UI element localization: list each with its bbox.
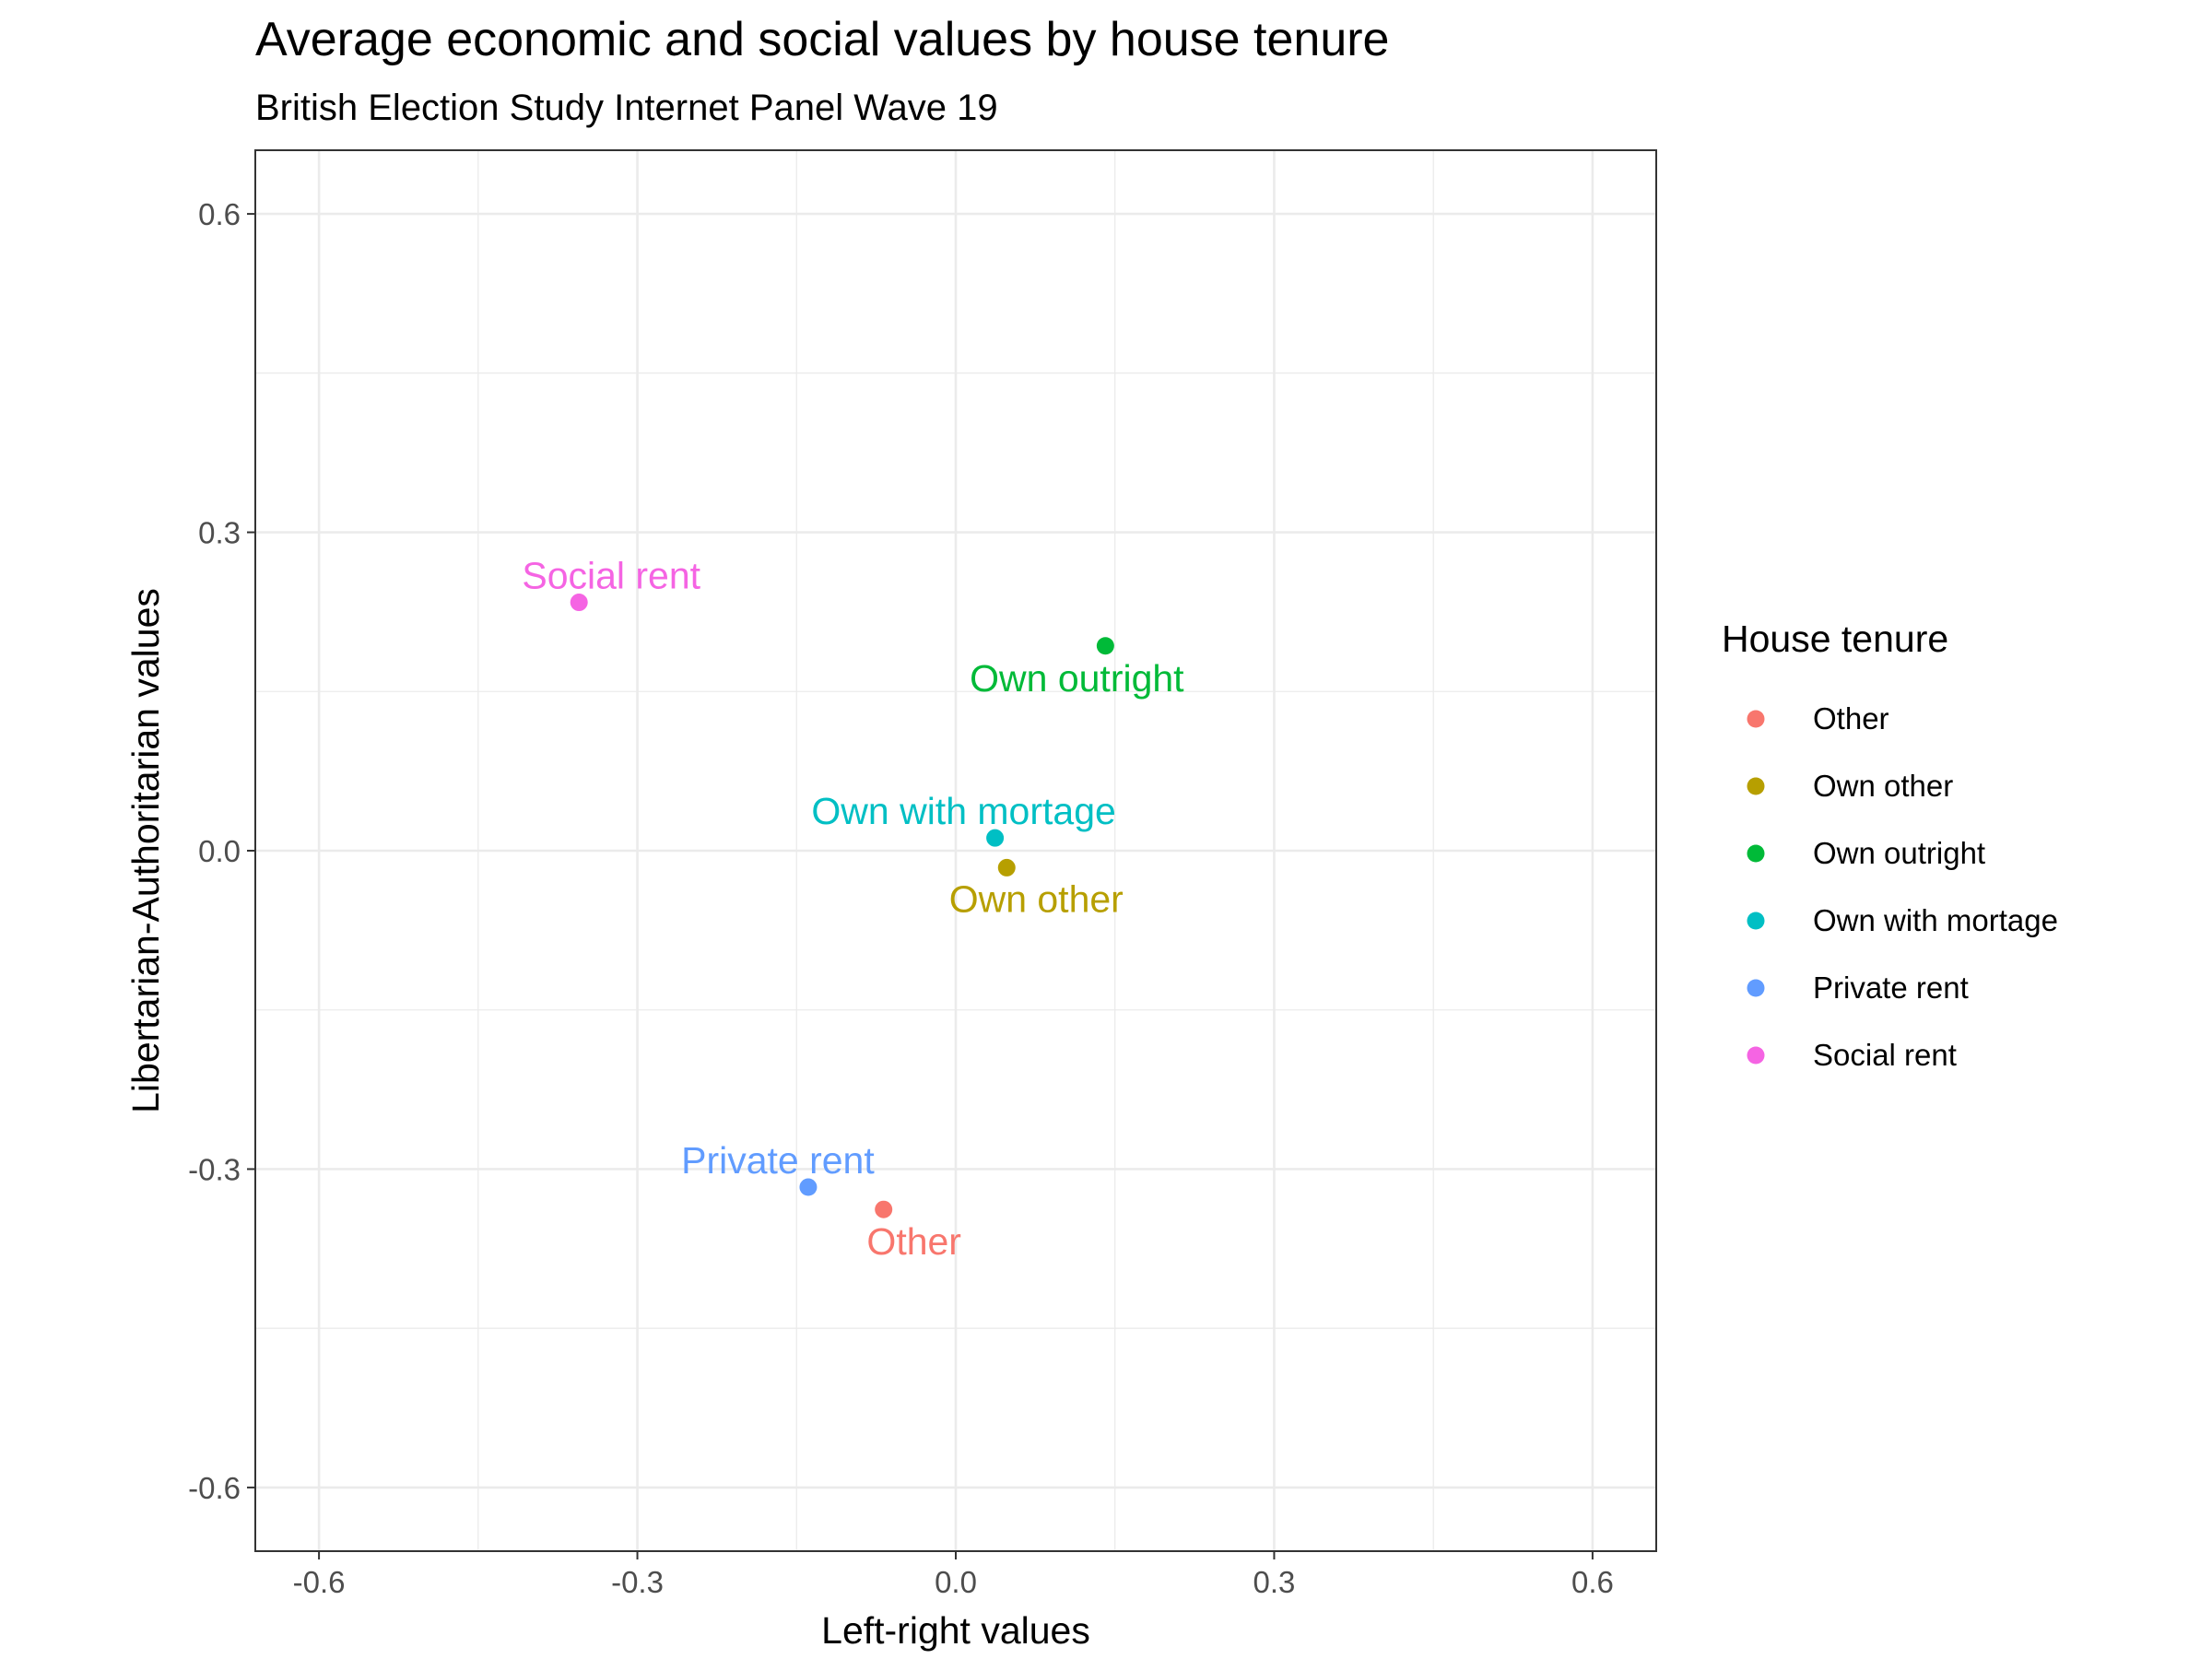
point-label-own-with-mortage: Own with mortage	[811, 790, 1115, 832]
legend-label-private-rent: Private rent	[1813, 971, 1969, 1005]
data-point-private-rent	[799, 1178, 818, 1196]
point-label-social-rent: Social rent	[522, 555, 700, 597]
gridlines	[255, 150, 1656, 1551]
data-points	[570, 594, 1114, 1218]
x-tick-label: -0.3	[611, 1565, 664, 1599]
legend-title: House tenure	[1722, 618, 1948, 660]
y-tick-label: 0.6	[198, 197, 241, 231]
legend-label-own-outright: Own outright	[1813, 836, 1985, 870]
point-label-private-rent: Private rent	[681, 1139, 875, 1182]
legend-label-social-rent: Social rent	[1813, 1038, 1957, 1072]
x-tick-label: -0.6	[293, 1565, 346, 1599]
y-tick-label: 0.0	[198, 834, 241, 868]
x-tick-label: 0.0	[935, 1565, 977, 1599]
chart-subtitle: British Election Study Internet Panel Wa…	[255, 88, 998, 128]
y-axis-title: Libertarian-Authoritarian values	[124, 588, 167, 1113]
legend-key-other	[1747, 710, 1765, 728]
x-axis-title: Left-right values	[821, 1609, 1090, 1652]
legend-key-social-rent	[1747, 1046, 1765, 1065]
legend-key-private-rent	[1747, 979, 1765, 997]
legend-items: Other Own other Own outright Own with morta…	[1747, 701, 2058, 1072]
legend-label-own-other: Own other	[1813, 769, 1953, 803]
data-point-own-other	[997, 858, 1016, 877]
x-axis-ticks: -0.6 -0.3 0.0 0.3 0.6	[293, 1551, 1614, 1599]
y-axis-ticks: -0.6 -0.3 0.0 0.3 0.6	[188, 197, 255, 1505]
x-tick-label: 0.3	[1253, 1565, 1296, 1599]
point-label-own-other: Own other	[949, 877, 1124, 920]
legend-key-own-outright	[1747, 844, 1765, 863]
data-point-own-outright	[1096, 637, 1114, 655]
chart-title: Average economic and social values by ho…	[255, 13, 1389, 66]
legend-label-own-with-mortage: Own with mortage	[1813, 903, 2058, 937]
y-tick-label: 0.3	[198, 516, 241, 550]
y-tick-label: -0.6	[188, 1471, 241, 1505]
point-label-other: Other	[866, 1220, 961, 1263]
point-label-own-outright: Own outright	[970, 657, 1184, 700]
data-point-social-rent	[570, 594, 588, 612]
plot-panel-border	[254, 149, 1657, 1552]
legend-key-own-other	[1747, 777, 1765, 795]
legend-key-own-with-mortage	[1747, 912, 1765, 930]
point-labels: Other Own other Own outright Own with morta…	[522, 555, 1184, 1264]
data-point-other	[875, 1200, 893, 1218]
x-tick-label: 0.6	[1571, 1565, 1614, 1599]
legend-label-other: Other	[1813, 701, 1889, 735]
data-point-own-with-mortage	[986, 829, 1005, 847]
y-tick-label: -0.3	[188, 1152, 241, 1186]
